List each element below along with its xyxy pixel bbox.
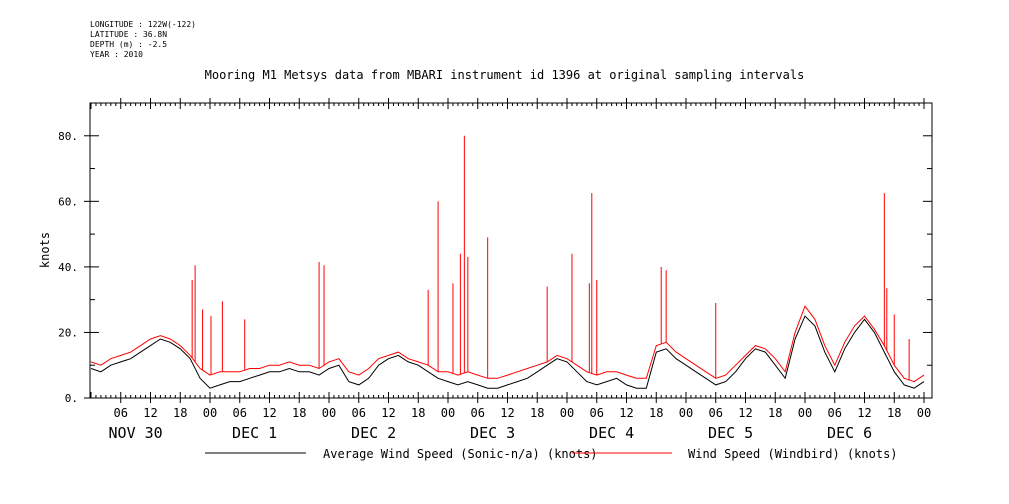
x-hour-tick-label: 12 <box>262 406 276 420</box>
x-day-label: DEC 6 <box>827 424 872 442</box>
x-hour-tick-label: 00 <box>798 406 812 420</box>
y-axis-label: knots <box>38 232 52 268</box>
x-hour-tick-label: 00 <box>441 406 455 420</box>
x-day-label: DEC 4 <box>589 424 634 442</box>
x-hour-tick-label: 12 <box>738 406 752 420</box>
x-hour-tick-label: 06 <box>352 406 366 420</box>
year-text: YEAR : 2010 <box>90 50 143 59</box>
x-day-label: DEC 1 <box>232 424 277 442</box>
y-tick-label: 80. <box>58 130 78 143</box>
x-hour-tick-label: 18 <box>530 406 544 420</box>
x-hour-tick-label: 06 <box>709 406 723 420</box>
metadata-block: LONGITUDE : 122W(-122) LATITUDE : 36.8N … <box>90 20 196 60</box>
x-hour-tick-label: 00 <box>322 406 336 420</box>
plot-frame <box>89 102 933 399</box>
y-tick-label: 0. <box>65 392 78 405</box>
series-line-sonic <box>90 315 925 389</box>
x-day-label: DEC 5 <box>708 424 753 442</box>
x-hour-tick-label: 18 <box>411 406 425 420</box>
x-hour-tick-label: 00 <box>917 406 931 420</box>
x-hour-tick-label: 00 <box>203 406 217 420</box>
x-day-label: DEC 3 <box>470 424 515 442</box>
x-hour-tick-label: 00 <box>679 406 693 420</box>
x-hour-tick-label: 18 <box>768 406 782 420</box>
chart-title: Mooring M1 Metsys data from MBARI instru… <box>204 68 805 82</box>
x-hour-tick-label: 00 <box>560 406 574 420</box>
x-hour-tick-label: 06 <box>233 406 247 420</box>
x-hour-tick-label: 06 <box>590 406 604 420</box>
y-tick-label: 60. <box>58 195 78 208</box>
x-day-label: DEC 2 <box>351 424 396 442</box>
x-hour-tick-label: 06 <box>471 406 485 420</box>
x-hour-tick-label: 12 <box>857 406 871 420</box>
y-tick-label: 20. <box>58 326 78 339</box>
legend-label-windbird: Wind Speed (Windbird) (knots) <box>688 447 898 461</box>
x-hour-tick-label: 06 <box>114 406 128 420</box>
series-line-windbird <box>90 305 925 383</box>
longitude-text: LONGITUDE : 122W(-122) <box>90 20 196 29</box>
y-tick-label: 40. <box>58 261 78 274</box>
x-hour-tick-label: 12 <box>500 406 514 420</box>
x-hour-tick-label: 18 <box>173 406 187 420</box>
depth-text: DEPTH (m) : -2.5 <box>90 40 168 49</box>
x-hour-tick-label: 12 <box>619 406 633 420</box>
x-day-label: NOV 30 <box>109 424 163 442</box>
x-hour-tick-label: 12 <box>143 406 157 420</box>
x-hour-tick-label: 12 <box>381 406 395 420</box>
x-hour-tick-label: 06 <box>828 406 842 420</box>
x-hour-tick-label: 18 <box>887 406 901 420</box>
x-hour-tick-label: 18 <box>292 406 306 420</box>
legend-label-sonic: Average Wind Speed (Sonic-n/a) (knots) <box>323 447 598 461</box>
x-hour-tick-label: 18 <box>649 406 663 420</box>
latitude-text: LATITUDE : 36.8N <box>90 30 168 39</box>
